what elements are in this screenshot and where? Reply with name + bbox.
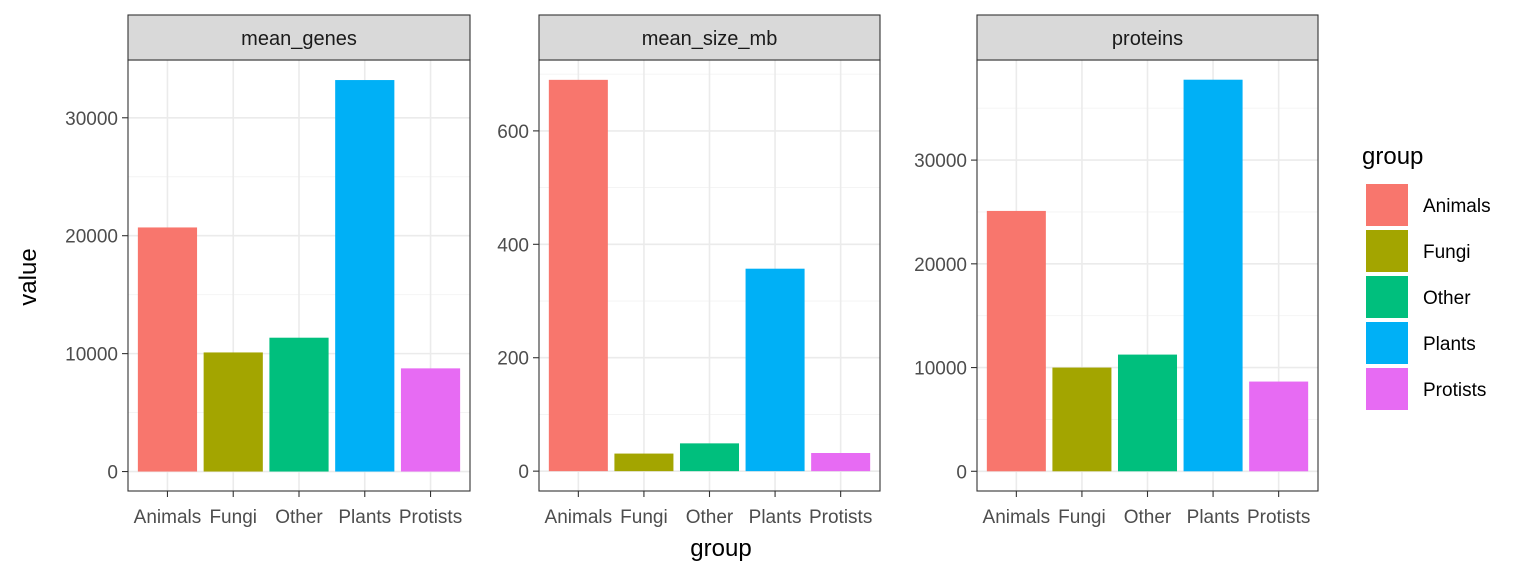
facet-panel-mean_size_mb: mean_size_mb 0 200 400 600 Animals Fungi Other P… xyxy=(497,14,881,528)
legend-item-Plants: Plants xyxy=(1366,322,1476,364)
legend-item-Fungi: Fungi xyxy=(1366,230,1471,272)
y-tick-label: 200 xyxy=(497,349,529,370)
x-tick-label: Protists xyxy=(399,507,462,528)
facet-strip-label: mean_genes xyxy=(241,28,357,50)
bar-proteins-Fungi xyxy=(1052,367,1112,472)
facet-strip xyxy=(538,14,881,61)
legend-label: Protists xyxy=(1423,380,1486,401)
x-tick-label: Other xyxy=(686,507,734,528)
legend-label: Animals xyxy=(1423,196,1491,217)
legend-key xyxy=(1366,322,1408,364)
x-tick-label: Protists xyxy=(1247,507,1310,528)
y-tick-label: 20000 xyxy=(65,227,118,248)
y-tick-label: 30000 xyxy=(914,151,967,172)
y-axis-title: value xyxy=(15,248,42,305)
bar-mean_size_mb-Animals xyxy=(548,79,608,472)
x-tick-label: Fungi xyxy=(1058,507,1106,528)
facet-strip-label: proteins xyxy=(1112,28,1183,50)
y-tick-label: 600 xyxy=(497,122,529,143)
bar-proteins-Protists xyxy=(1249,381,1309,472)
x-tick-label: Plants xyxy=(1187,507,1240,528)
legend-key xyxy=(1366,184,1408,226)
facet-strip-label: mean_size_mb xyxy=(642,28,778,50)
y-tick-label: 400 xyxy=(497,235,529,256)
bar-mean_size_mb-Plants xyxy=(745,268,805,472)
facet-panel-mean_genes: mean_genes 0 10000 20000 30000 Animals Fungi Ot… xyxy=(65,14,471,528)
bar-proteins-Plants xyxy=(1183,79,1243,472)
legend-key xyxy=(1366,368,1408,410)
legend-item-Other: Other xyxy=(1366,276,1471,318)
legend-item-Protists: Protists xyxy=(1366,368,1486,410)
bar-mean_size_mb-Fungi xyxy=(614,453,674,472)
bar-mean_genes-Fungi xyxy=(203,352,263,472)
bar-proteins-Other xyxy=(1117,354,1178,472)
y-tick-label: 30000 xyxy=(65,109,118,130)
bar-mean_size_mb-Other xyxy=(679,443,740,472)
bar-mean_genes-Protists xyxy=(400,368,461,472)
y-tick-label: 0 xyxy=(518,462,529,483)
x-tick-label: Other xyxy=(275,507,323,528)
x-tick-label: Other xyxy=(1124,507,1172,528)
y-tick-label: 0 xyxy=(956,462,967,483)
y-tick-label: 0 xyxy=(107,463,118,484)
x-tick-label: Animals xyxy=(983,507,1051,528)
legend-title: group xyxy=(1362,143,1423,170)
bar-mean_genes-Other xyxy=(269,337,329,472)
facet-strip xyxy=(127,14,471,61)
facet-panel-proteins: proteins 0 10000 20000 30000 Animals Fungi Othe… xyxy=(914,14,1319,528)
facet-strip xyxy=(976,14,1319,61)
bar-mean_size_mb-Protists xyxy=(811,453,871,472)
x-tick-label: Protists xyxy=(809,507,872,528)
legend-label: Other xyxy=(1423,288,1471,309)
bar-mean_genes-Animals xyxy=(137,227,198,472)
x-tick-label: Animals xyxy=(545,507,613,528)
x-tick-label: Plants xyxy=(749,507,802,528)
y-tick-label: 10000 xyxy=(65,345,118,366)
y-tick-label: 20000 xyxy=(914,255,967,276)
x-tick-label: Plants xyxy=(338,507,391,528)
x-tick-label: Fungi xyxy=(209,507,257,528)
x-tick-label: Fungi xyxy=(620,507,668,528)
x-axis-title: group xyxy=(690,535,751,562)
legend-label: Fungi xyxy=(1423,242,1471,263)
bar-mean_genes-Plants xyxy=(335,80,395,472)
legend-label: Plants xyxy=(1423,334,1476,355)
bar-proteins-Animals xyxy=(986,210,1046,472)
legend-key xyxy=(1366,230,1408,272)
legend-items: Animals Fungi Other Plants Protists xyxy=(1366,184,1491,410)
legend-key xyxy=(1366,276,1408,318)
legend-item-Animals: Animals xyxy=(1366,184,1491,226)
legend: group Animals Fungi Other Plants Protists xyxy=(1362,143,1491,410)
x-tick-label: Animals xyxy=(134,507,202,528)
y-tick-label: 10000 xyxy=(914,359,967,380)
